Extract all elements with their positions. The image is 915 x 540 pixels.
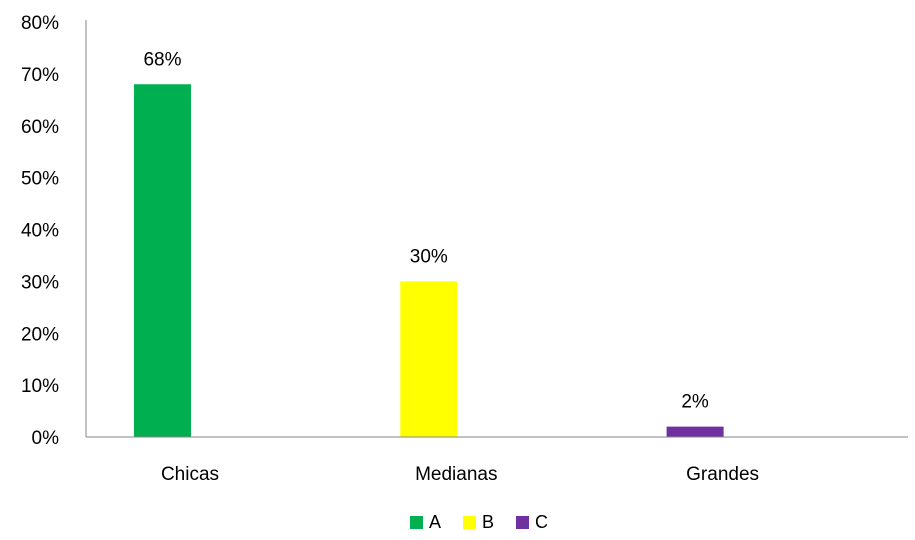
bar-b xyxy=(400,281,458,437)
y-tick-label: 70% xyxy=(21,65,59,86)
x-category-label: Chicas xyxy=(161,464,219,485)
y-tick-label: 40% xyxy=(21,221,59,242)
data-label-c: 2% xyxy=(681,392,709,413)
data-label-a: 68% xyxy=(143,49,181,70)
y-tick-label: 0% xyxy=(32,428,60,449)
y-tick-label: 10% xyxy=(21,376,59,397)
bar-c xyxy=(666,426,724,437)
y-tick-label: 20% xyxy=(21,324,59,345)
legend-swatch-a xyxy=(410,516,423,529)
y-tick-label: 60% xyxy=(21,117,59,138)
y-tick-label: 30% xyxy=(21,272,59,293)
y-tick-label: 50% xyxy=(21,169,59,190)
data-label-b: 30% xyxy=(410,246,448,267)
x-category-label: Grandes xyxy=(686,464,759,485)
y-tick-label: 80% xyxy=(21,13,59,34)
legend-label-c: C xyxy=(535,512,548,532)
bar-a xyxy=(134,84,191,437)
legend-label-a: A xyxy=(429,512,441,532)
x-category-label: Medianas xyxy=(415,464,497,485)
legend-label-b: B xyxy=(482,512,494,532)
legend-swatch-c xyxy=(516,516,529,529)
legend-swatch-b xyxy=(463,516,476,529)
